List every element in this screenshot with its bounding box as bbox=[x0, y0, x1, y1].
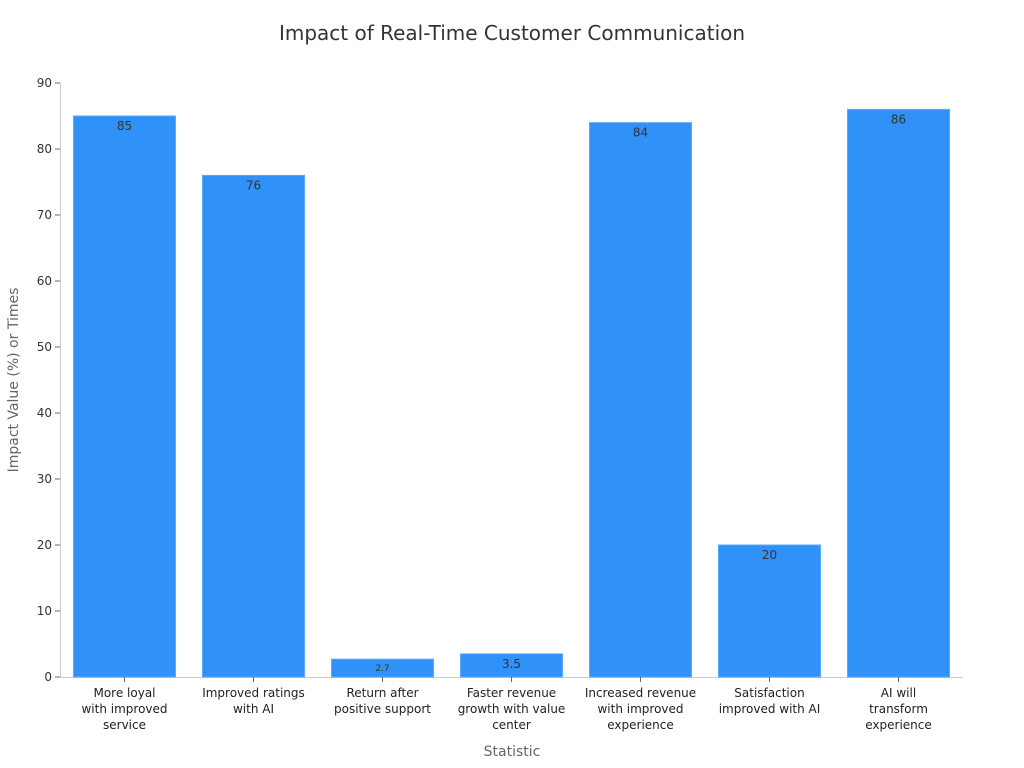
x-tick-label: positive support bbox=[334, 702, 431, 716]
x-tick-label: Satisfaction bbox=[734, 686, 804, 700]
x-tick-label: AI will bbox=[881, 686, 916, 700]
data-label: 85 bbox=[117, 119, 132, 133]
x-tick-label: with improved bbox=[81, 702, 167, 716]
bar bbox=[73, 115, 176, 678]
x-tick-label: improved with AI bbox=[719, 702, 821, 716]
x-tick-label: service bbox=[103, 718, 146, 732]
y-tick-label: 20 bbox=[37, 538, 52, 552]
y-tick-label: 40 bbox=[37, 406, 52, 420]
bar bbox=[847, 108, 950, 678]
y-tick-label: 70 bbox=[37, 208, 52, 222]
data-label: 86 bbox=[891, 112, 906, 126]
x-axis-title: Statistic bbox=[484, 744, 541, 760]
data-label: 84 bbox=[633, 126, 648, 140]
y-tick-label: 90 bbox=[37, 76, 52, 90]
y-axis-title: Impact Value (%) or Times bbox=[6, 288, 22, 473]
y-tick-label: 60 bbox=[37, 274, 52, 288]
y-tick-label: 50 bbox=[37, 340, 52, 354]
bar bbox=[202, 174, 305, 678]
chart-title: Impact of Real-Time Customer Communicati… bbox=[279, 21, 745, 45]
x-tick-label: growth with value bbox=[458, 702, 566, 716]
x-tick-label: More loyal bbox=[93, 686, 155, 700]
x-tick-label: Faster revenue bbox=[467, 686, 556, 700]
x-tick-label: experience bbox=[865, 718, 932, 732]
x-tick-label: center bbox=[492, 718, 531, 732]
x-tick-label: Improved ratings bbox=[202, 686, 305, 700]
x-tick-label: transform bbox=[869, 702, 928, 716]
y-tick-label: 0 bbox=[44, 670, 52, 684]
bar bbox=[718, 544, 821, 678]
x-tick-label: Return after bbox=[346, 686, 418, 700]
x-tick-label: Increased revenue bbox=[585, 686, 696, 700]
bar bbox=[589, 122, 692, 678]
data-label: 2.7 bbox=[375, 664, 389, 674]
data-label: 76 bbox=[246, 178, 261, 192]
data-label: 3.5 bbox=[502, 657, 521, 671]
y-tick-label: 10 bbox=[37, 604, 52, 618]
x-tick-label: with improved bbox=[597, 702, 683, 716]
data-label: 20 bbox=[762, 548, 777, 562]
y-tick-label: 30 bbox=[37, 472, 52, 486]
x-tick-label: with AI bbox=[233, 702, 274, 716]
x-tick-label: experience bbox=[607, 718, 674, 732]
y-tick-label: 80 bbox=[37, 142, 52, 156]
